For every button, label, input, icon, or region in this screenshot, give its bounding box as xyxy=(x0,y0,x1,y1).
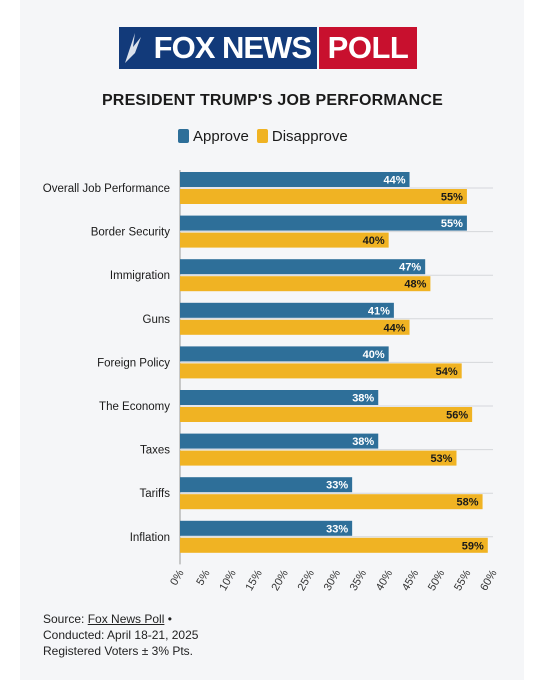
bar-disapprove xyxy=(180,363,462,379)
bar-disapprove xyxy=(180,537,488,553)
source-link[interactable]: Fox News Poll xyxy=(87,612,165,626)
bar-approve xyxy=(180,215,467,231)
data-label-disapprove: 54% xyxy=(436,366,458,378)
source-bullet: • xyxy=(164,612,172,626)
legend-item-approve: Approve xyxy=(178,128,249,145)
x-tick-label: 60% xyxy=(478,568,500,593)
source-note: Source: Fox News Poll • Conducted: April… xyxy=(43,611,198,659)
x-tick-label: 35% xyxy=(348,568,370,593)
data-label-disapprove: 55% xyxy=(441,192,463,204)
bar-approve xyxy=(180,433,379,449)
bar-approve xyxy=(180,390,379,405)
data-label-disapprove: 48% xyxy=(404,279,426,291)
category-label: Taxes xyxy=(140,445,170,457)
legend-label-disapprove: Disapprove xyxy=(271,127,348,145)
x-tick-label: 30% xyxy=(322,568,344,593)
x-tick-label: 15% xyxy=(243,568,265,593)
bar-disapprove xyxy=(180,232,389,248)
chart-card xyxy=(20,0,524,680)
data-label-approve: 44% xyxy=(384,175,406,187)
category-label: Overall Job Performance xyxy=(43,183,170,195)
registered-voters: Registered Voters ± 3% Pts. xyxy=(43,644,193,658)
data-label-approve: 47% xyxy=(399,262,421,274)
data-label-disapprove: 44% xyxy=(384,322,406,334)
legend-swatch-disapprove xyxy=(256,129,268,143)
x-tick-label: 45% xyxy=(400,568,422,593)
chart-title: PRESIDENT TRUMP'S JOB PERFORMANCE xyxy=(101,92,444,109)
bar-approve xyxy=(180,302,394,318)
source-prefix: Source: xyxy=(43,612,88,626)
x-tick-label: 50% xyxy=(426,568,448,593)
category-label: Foreign Policy xyxy=(97,357,170,369)
x-tick-label: 10% xyxy=(217,568,239,593)
data-label-approve: 41% xyxy=(368,305,390,317)
bar-disapprove xyxy=(180,189,467,204)
logo-poll: POLL xyxy=(319,27,417,69)
fox-news-poll-logo: FOX NEWS POLL xyxy=(119,27,417,69)
category-label: Inflation xyxy=(130,532,170,544)
bar-approve xyxy=(180,259,426,275)
legend-label-approve: Approve xyxy=(193,127,249,145)
category-label: The Economy xyxy=(99,401,170,413)
x-tick-label: 55% xyxy=(452,568,474,593)
data-label-disapprove: 53% xyxy=(430,453,452,465)
data-label-approve: 38% xyxy=(352,436,374,448)
bar-disapprove xyxy=(180,494,483,510)
bar-approve xyxy=(180,477,353,493)
data-label-disapprove: 56% xyxy=(446,410,468,422)
legend-item-disapprove: Disapprove xyxy=(256,127,348,145)
x-tick-label: 20% xyxy=(270,568,292,593)
category-label: Border Security xyxy=(91,227,171,239)
conducted-dates: Conducted: April 18-21, 2025 xyxy=(43,628,199,642)
data-label-approve: 40% xyxy=(363,349,385,361)
data-label-approve: 55% xyxy=(441,218,463,230)
bar-disapprove xyxy=(180,407,473,422)
category-label: Tariffs xyxy=(140,488,171,500)
bar-approve xyxy=(180,346,389,362)
chart-legend: Approve Disapprove xyxy=(178,127,356,145)
logo-swoosh-icon xyxy=(125,33,141,63)
x-tick-label: 40% xyxy=(374,568,396,593)
bar-approve xyxy=(180,172,410,187)
category-label: Immigration xyxy=(110,270,170,282)
bar-disapprove xyxy=(180,319,410,335)
data-label-disapprove: 58% xyxy=(457,497,479,509)
data-label-approve: 33% xyxy=(326,523,348,535)
source-line: Source: Fox News Poll • xyxy=(43,611,198,627)
x-tick-label: 5% xyxy=(194,568,212,588)
data-label-disapprove: 40% xyxy=(363,235,385,247)
bar-disapprove xyxy=(180,276,431,292)
logo-brand: FOX NEWS xyxy=(119,27,317,69)
bar-chart: Overall Job Performance 44% 55% Border Secu… xyxy=(43,170,500,593)
data-label-disapprove: 59% xyxy=(462,540,484,552)
bar-disapprove xyxy=(180,450,457,466)
legend-swatch-approve xyxy=(178,129,189,143)
category-label: Guns xyxy=(143,314,171,326)
data-label-approve: 33% xyxy=(326,480,348,492)
x-tick-label: 0% xyxy=(168,568,186,588)
data-label-approve: 38% xyxy=(352,393,374,405)
x-tick-label: 25% xyxy=(296,568,318,593)
bar-approve xyxy=(180,520,353,536)
